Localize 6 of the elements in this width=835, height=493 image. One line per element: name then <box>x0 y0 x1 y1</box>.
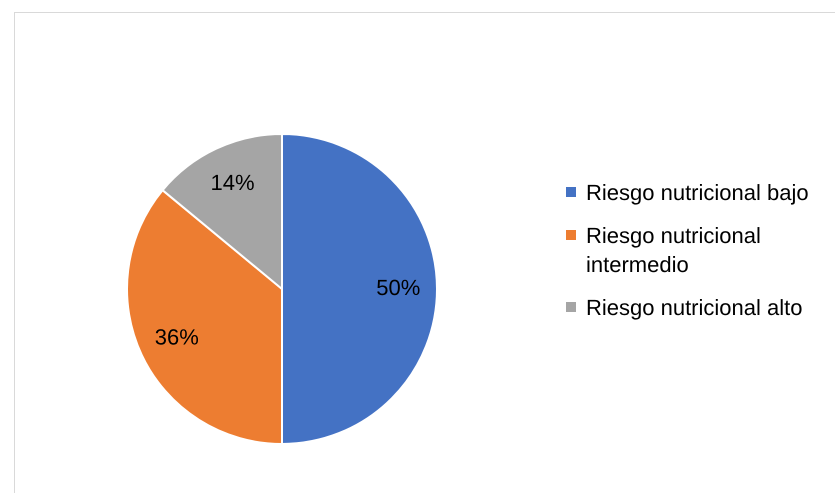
data-label: 50% <box>376 275 420 300</box>
data-label: 14% <box>210 170 255 195</box>
data-label: 36% <box>154 324 199 350</box>
legend-label: Riesgo nutricional alto <box>586 294 804 322</box>
legend-label: Riesgo nutricional intermedio <box>586 222 762 279</box>
legend-label: Riesgo nutricional bajo <box>586 179 810 207</box>
